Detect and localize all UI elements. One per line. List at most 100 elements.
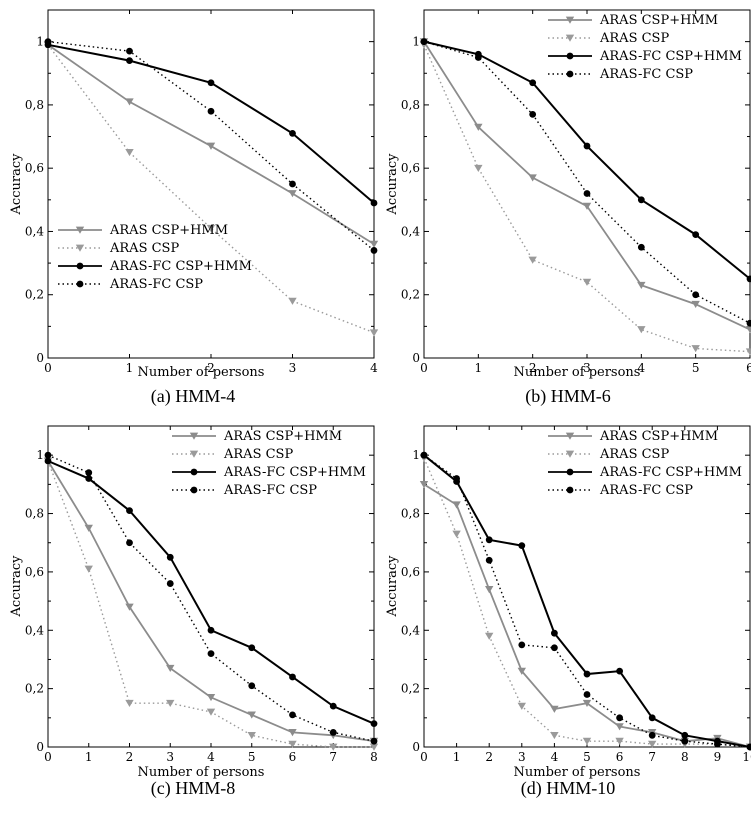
data-point-series-2 [288,740,297,748]
y-tick-label: 0,2 [25,288,44,302]
subfigure-caption: (a) HMM-4 [151,386,235,407]
data-point-series-2 [125,149,134,157]
data-point-series-1 [369,240,379,248]
data-point-series-4 [289,711,296,719]
legend-marker-4 [190,486,198,494]
legend-marker-3 [566,468,574,476]
data-point-series-4 [126,47,133,55]
x-tick-label: 0 [44,361,52,375]
data-point-series-2 [206,708,216,716]
data-point-series-2 [637,326,646,334]
legend-label-2: ARAS CSP [599,31,669,46]
data-point-series-1 [745,326,751,334]
legend-marker-4 [566,70,574,78]
data-point-series-2 [648,740,657,748]
data-point-series-4 [453,475,460,482]
chart-panel-hmm-4: 0 1 2 3 4 0 0,2 0,4 0,6 0,8 1 Number of persons Accu… [9,9,379,407]
x-axis-label: Number of persons [514,365,641,380]
data-point-series-2 [517,702,526,710]
data-point-series-3 [248,644,256,652]
data-point-series-4 [485,556,493,564]
chart-panel-hmm-6: 0 1 2 3 4 5 6 0 0,2 0,4 0,6 0,8 1 Number of persons Ac… [385,9,751,407]
data-point-series-3 [126,507,133,515]
data-point-series-2 [582,278,592,286]
y-axis-label: Accuracy [9,153,24,216]
data-point-series-3 [126,57,133,65]
legend-label-1: ARAS CSP+HMM [109,223,228,238]
data-point-series-4 [370,737,378,745]
data-point-series-3 [166,553,174,561]
legend-marker-2 [565,450,575,458]
x-tick-label: 6 [616,750,624,764]
legend-label-3: ARAS-FC CSP+HMM [599,465,742,480]
x-tick-label: 4 [638,361,646,375]
legend-marker-2 [565,34,575,42]
legend: ARAS CSP+HMM ARAS CSP ARAS-FC CSP+HMM ARAS-… [548,13,742,82]
legend: ARAS CSP+HMM ARAS CSP ARAS-FC CSP+HMM ARAS-… [548,429,742,498]
data-point-series-4 [248,682,256,690]
legend: ARAS CSP+HMM ARAS CSP ARAS-FC CSP+HMM ARAS-… [58,223,252,292]
data-point-series-2 [369,743,379,751]
y-axis-label: Accuracy [385,555,400,618]
series-line-2 [47,44,375,334]
data-point-series-3 [746,275,751,283]
data-point-series-1 [615,723,624,731]
x-tick-label: 3 [166,750,174,764]
series-line-1 [423,41,751,331]
data-point-series-2 [84,565,93,573]
x-tick-label: 4 [370,361,378,375]
series-line-3 [47,43,375,204]
x-tick-label: 6 [746,361,751,375]
data-point-series-1 [125,603,134,611]
data-point-series-2 [125,699,134,708]
x-axis-label: Number of persons [138,765,265,780]
data-point-series-3 [485,536,493,544]
x-tick-label: 1 [453,750,461,764]
x-tick-label: 1 [126,361,134,375]
data-point-series-4 [126,539,133,547]
data-point-series-2 [166,699,175,708]
data-point-series-3 [692,231,700,239]
x-tick-label: 3 [518,750,526,764]
data-point-series-1 [582,202,592,210]
legend-label-1: ARAS CSP+HMM [599,429,718,444]
data-point-series-4 [551,644,558,652]
y-tick-label: 0,6 [401,565,420,579]
data-point-series-4 [583,190,591,197]
y-tick-label: 0 [36,740,44,754]
legend-marker-3 [76,262,84,270]
data-point-series-4 [518,641,526,649]
data-point-series-1 [84,524,93,532]
data-point-series-1 [206,142,216,150]
x-tick-label: 0 [44,750,52,764]
series-line-3 [423,40,751,280]
y-tick-label: 0,2 [25,682,44,696]
legend-label-1: ARAS CSP+HMM [223,429,342,444]
data-point-series-2 [528,256,537,264]
data-point-series-2 [474,164,483,172]
legend-label-4: ARAS-FC CSP [109,277,203,292]
data-point-series-2 [485,632,494,640]
y-tick-label: 0,4 [401,224,420,238]
subfigure-caption: (b) HMM-6 [525,386,611,407]
y-tick-label: 0,2 [401,288,420,302]
data-point-series-3 [289,129,296,137]
y-tick-label: 0,8 [401,507,420,521]
data-point-series-4 [746,319,751,327]
data-point-series-2 [247,731,256,740]
legend-label-3: ARAS-FC CSP+HMM [109,259,252,274]
data-point-series-1 [452,501,461,509]
data-point-series-4 [692,291,700,299]
data-point-series-4 [44,451,52,459]
data-point-series-3 [370,720,378,728]
x-tick-label: 7 [329,750,337,764]
data-point-series-1 [474,123,483,131]
legend-marker-4 [566,486,574,494]
series-line-2 [423,457,751,748]
y-tick-label: 1 [412,35,420,49]
data-point-series-3 [44,457,52,465]
x-tick-label: 0 [420,750,428,764]
data-point-series-3 [583,142,591,150]
data-point-series-1 [517,667,526,675]
data-point-series-4 [714,740,721,748]
